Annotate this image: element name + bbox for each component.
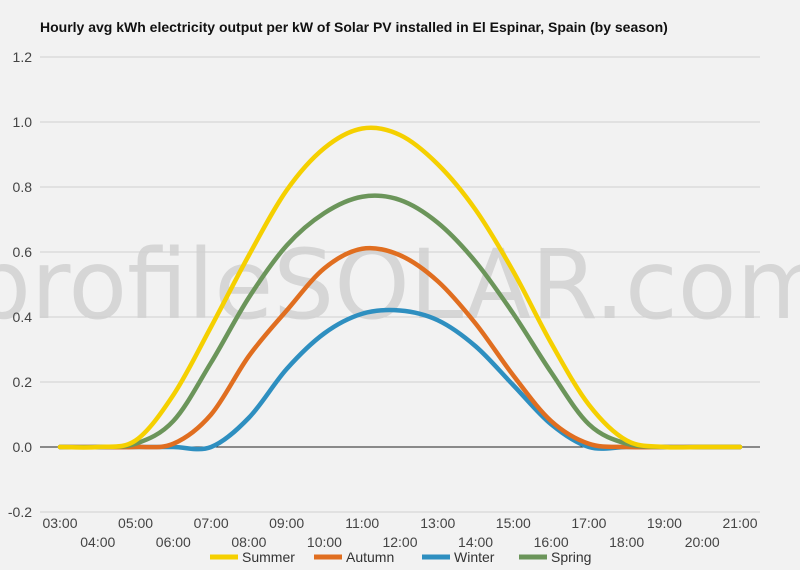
x-tick-label: 03:00 (42, 515, 77, 531)
x-tick-label: 19:00 (647, 515, 682, 531)
series-line-autumn (57, 245, 743, 450)
y-tick-label: 0.6 (13, 244, 33, 260)
chart-title: Hourly avg kWh electricity output per kW… (40, 19, 668, 35)
y-tick-label: 0.0 (13, 439, 33, 455)
x-tick-label: 15:00 (496, 515, 531, 531)
x-tick-label: 21:00 (722, 515, 757, 531)
series-line-spring (57, 193, 743, 450)
x-tick-label: 07:00 (194, 515, 229, 531)
x-tick-label: 17:00 (571, 515, 606, 531)
y-tick-label: 0.8 (13, 179, 33, 195)
x-tick-label: 06:00 (156, 534, 191, 550)
legend-label-spring: Spring (551, 549, 591, 565)
y-tick-label: 1.0 (13, 114, 33, 130)
x-tick-label: 12:00 (382, 534, 417, 550)
x-tick-label: 16:00 (534, 534, 569, 550)
legend-label-summer: Summer (242, 549, 295, 565)
y-tick-label: 0.2 (13, 374, 33, 390)
x-tick-label: 08:00 (231, 534, 266, 550)
x-tick-label: 09:00 (269, 515, 304, 531)
y-tick-label: -0.2 (8, 504, 32, 520)
x-tick-label: 14:00 (458, 534, 493, 550)
y-tick-label: 0.4 (13, 309, 33, 325)
x-tick-label: 13:00 (420, 515, 455, 531)
y-tick-label: 1.2 (13, 49, 33, 65)
watermark: profileSOLAR.com (0, 229, 800, 341)
legend-label-autumn: Autumn (346, 549, 394, 565)
x-tick-label: 18:00 (609, 534, 644, 550)
x-tick-label: 20:00 (685, 534, 720, 550)
legend-label-winter: Winter (454, 549, 495, 565)
x-tick-label: 04:00 (80, 534, 115, 550)
x-tick-label: 11:00 (345, 515, 379, 531)
x-tick-label: 05:00 (118, 515, 153, 531)
x-tick-label: 10:00 (307, 534, 342, 550)
series-line-summer (57, 125, 743, 450)
